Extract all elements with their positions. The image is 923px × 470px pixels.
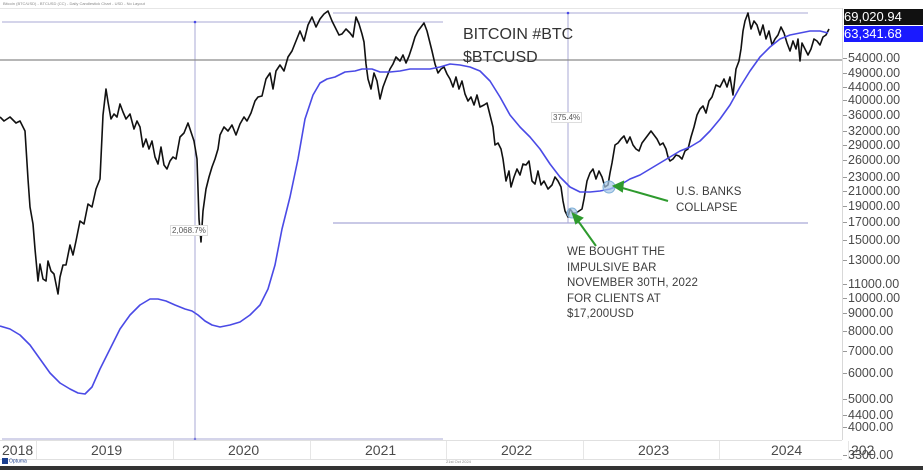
y-tick: 4400.00 <box>848 408 894 422</box>
x-tick: 2022 <box>501 442 533 458</box>
logo-icon <box>2 458 8 464</box>
x-tick: 202 <box>851 442 875 458</box>
y-tick: 29000.00 <box>848 138 901 152</box>
moving-average-tag: 63,341.68 <box>844 26 923 42</box>
chart-footer: Optuma 21st Oct 2024 <box>0 458 923 470</box>
y-tick: 54000.00 <box>848 51 901 65</box>
y-tick: 7000.00 <box>848 344 894 358</box>
last-price-tag: 69,020.94 <box>844 9 923 25</box>
y-tick: 13000.00 <box>848 253 901 267</box>
x-axis[interactable]: 2018 2019 2020 2021 2022 2023 2024 202 <box>0 440 874 460</box>
chart-plot-area[interactable]: 2,068.7% 375.4% BITCOIN #BTC $BTCUSD U.S… <box>0 8 842 441</box>
banks-collapse-highlight <box>602 180 616 194</box>
y-tick: 15000.00 <box>848 233 901 247</box>
x-tick: 2018 <box>2 442 34 458</box>
bought-line-1: WE BOUGHT THE <box>567 246 665 258</box>
y-tick: 49000.00 <box>848 66 901 80</box>
y-tick: 8000.00 <box>848 324 894 338</box>
bought-line-3: NOVEMBER 30TH, 2022 <box>567 277 699 289</box>
bottom-bar <box>0 466 923 470</box>
price-series <box>0 10 830 295</box>
y-tick: 3300.00 <box>848 448 894 462</box>
y-tick: 9000.00 <box>848 306 894 320</box>
y-tick: 4000.00 <box>848 420 894 434</box>
optuma-logo: Optuma <box>2 458 27 464</box>
y-tick: 26000.00 <box>848 153 901 167</box>
y-tick: 44000.00 <box>848 80 901 94</box>
chart-caption: Bitcoin (BTC/USD) - BTCUSD (CC) - Daily … <box>3 1 145 6</box>
x-tick: 2021 <box>365 442 397 458</box>
bought-line-2: IMPULSIVE BAR <box>567 261 657 274</box>
y-tick: 40000.00 <box>848 93 901 107</box>
bought-line-4: FOR CLIENTS AT <box>567 292 661 305</box>
arrow-buy-point <box>571 212 597 247</box>
y-tick: 6000.00 <box>848 366 894 380</box>
measure-label-right: 375.4% <box>551 112 583 123</box>
bought-note: WE BOUGHT THE IMPULSIVE BAR NOVEMBER 30T… <box>567 245 698 323</box>
title-line-2: $BTCUSD <box>463 49 538 66</box>
measure-label-left: 2,068.7% <box>170 225 208 236</box>
y-tick: 19000.00 <box>848 199 901 213</box>
title-line-1: BITCOIN #BTC <box>463 26 574 43</box>
y-tick: 10000.00 <box>848 291 901 305</box>
y-tick: 36000.00 <box>848 108 901 122</box>
footer-date: 21st Oct 2024 <box>446 459 471 464</box>
banks-collapse-note: U.S. BANKS COLLAPSE <box>676 185 742 216</box>
chart-title: BITCOIN #BTC $BTCUSD <box>463 23 573 69</box>
x-tick: 2020 <box>228 442 260 458</box>
y-tick: 17000.00 <box>848 215 901 229</box>
price-chart <box>0 10 842 441</box>
y-tick: 11000.00 <box>848 277 900 291</box>
y-axis[interactable]: 69,020.94 63,341.68 54000.00 49000.00 44… <box>842 8 923 462</box>
y-tick: 21000.00 <box>848 184 901 198</box>
x-tick: 2019 <box>91 442 123 458</box>
banks-line-1: U.S. BANKS <box>676 186 742 198</box>
x-tick: 2024 <box>771 442 803 458</box>
moving-average-series <box>0 30 829 395</box>
bought-line-5: $17,200USD <box>567 308 634 320</box>
y-tick: 5000.00 <box>848 392 894 406</box>
banks-line-2: COLLAPSE <box>676 201 738 214</box>
y-tick: 23000.00 <box>848 170 901 184</box>
y-tick: 32000.00 <box>848 124 901 138</box>
logo-text: Optuma <box>9 458 27 465</box>
arrow-banks-collapse <box>611 180 669 202</box>
x-tick: 2023 <box>638 442 670 458</box>
